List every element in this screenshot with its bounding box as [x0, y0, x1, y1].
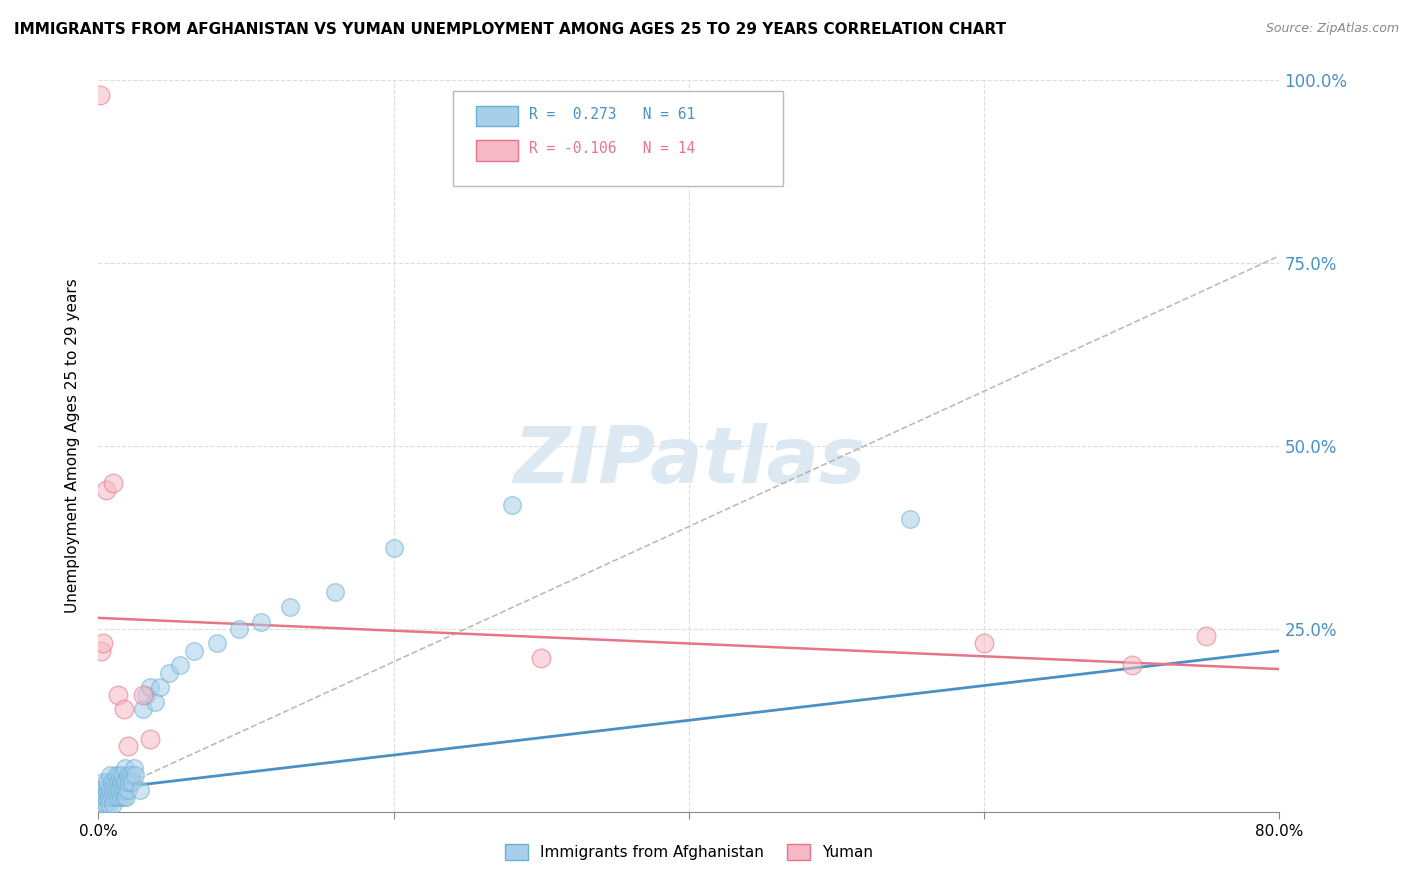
Point	[280, 599, 302, 614]
Point	[228, 622, 250, 636]
Point	[91, 636, 114, 650]
Point	[530, 651, 553, 665]
Point	[114, 761, 136, 775]
Point	[103, 782, 125, 797]
Point	[118, 775, 141, 789]
Point	[1121, 658, 1143, 673]
Point	[1195, 629, 1218, 643]
Text: Source: ZipAtlas.com: Source: ZipAtlas.com	[1265, 22, 1399, 36]
Point	[107, 688, 129, 702]
Point	[107, 790, 129, 805]
Point	[117, 782, 139, 797]
Point	[501, 498, 523, 512]
Point	[94, 797, 117, 812]
Point	[96, 782, 118, 797]
Point	[115, 775, 138, 789]
Point	[90, 644, 112, 658]
Point	[98, 768, 121, 782]
Point	[323, 585, 346, 599]
Point	[110, 775, 132, 789]
Point	[120, 768, 142, 782]
FancyBboxPatch shape	[477, 106, 517, 127]
Point	[94, 790, 117, 805]
Point	[117, 768, 139, 782]
Point	[157, 665, 180, 680]
Point	[104, 790, 127, 805]
Point	[143, 695, 166, 709]
Point	[250, 615, 273, 629]
Point	[93, 790, 115, 805]
Point	[112, 790, 135, 805]
Point	[98, 782, 121, 797]
Text: R =  0.273   N = 61: R = 0.273 N = 61	[530, 107, 696, 122]
Point	[169, 658, 191, 673]
Point	[97, 797, 120, 812]
Point	[973, 636, 995, 650]
Point	[111, 782, 134, 797]
Point	[139, 681, 162, 695]
Legend: Immigrants from Afghanistan, Yuman: Immigrants from Afghanistan, Yuman	[499, 838, 879, 866]
Point	[89, 87, 111, 102]
Point	[90, 790, 112, 805]
Point	[382, 541, 405, 556]
Point	[112, 702, 135, 716]
Point	[91, 775, 114, 789]
Point	[108, 768, 131, 782]
Text: IMMIGRANTS FROM AFGHANISTAN VS YUMAN UNEMPLOYMENT AMONG AGES 25 TO 29 YEARS CORR: IMMIGRANTS FROM AFGHANISTAN VS YUMAN UNE…	[14, 22, 1007, 37]
Point	[115, 790, 138, 805]
Point	[132, 702, 155, 716]
Y-axis label: Unemployment Among Ages 25 to 29 years: Unemployment Among Ages 25 to 29 years	[65, 278, 80, 614]
Point	[110, 790, 132, 805]
Point	[90, 782, 112, 797]
Point	[89, 797, 111, 812]
Point	[94, 483, 117, 497]
Point	[205, 636, 228, 650]
Point	[183, 644, 205, 658]
Point	[93, 782, 115, 797]
Point	[128, 782, 150, 797]
Text: ZIPatlas: ZIPatlas	[513, 423, 865, 499]
Point	[107, 775, 129, 789]
Point	[112, 775, 135, 789]
Point	[108, 782, 131, 797]
Point	[117, 739, 139, 753]
Point	[121, 775, 143, 789]
Point	[105, 782, 128, 797]
Point	[105, 768, 128, 782]
Text: R = -0.106   N = 14: R = -0.106 N = 14	[530, 141, 696, 156]
Point	[900, 512, 922, 526]
FancyBboxPatch shape	[453, 91, 783, 186]
Point	[114, 782, 136, 797]
Point	[149, 681, 172, 695]
Point	[111, 768, 134, 782]
Point	[124, 768, 146, 782]
Point	[103, 475, 125, 490]
Point	[132, 688, 155, 702]
FancyBboxPatch shape	[477, 140, 517, 161]
Point	[103, 797, 125, 812]
Point	[100, 790, 122, 805]
Point	[96, 775, 118, 789]
Point	[91, 797, 114, 812]
Point	[100, 775, 122, 789]
Point	[97, 790, 120, 805]
Point	[122, 761, 145, 775]
Point	[139, 731, 162, 746]
Point	[135, 688, 157, 702]
Point	[104, 775, 127, 789]
